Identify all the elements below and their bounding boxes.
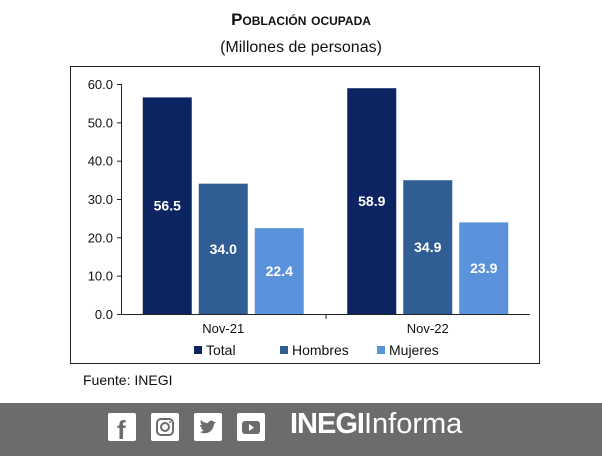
- data-label: 56.5: [154, 198, 181, 214]
- source-note: Fuente: INEGI: [83, 372, 173, 388]
- footer-bar: f INEGIInforma: [0, 403, 602, 456]
- bar-mujeres: [459, 222, 509, 314]
- bar-total: [347, 88, 397, 314]
- y-tick-label: 30.0: [88, 192, 113, 207]
- data-label: 23.9: [470, 260, 497, 276]
- legend-label: Total: [206, 342, 236, 358]
- legend-swatch: [194, 346, 202, 354]
- inegi-informa-logo: INEGIInforma: [290, 408, 463, 440]
- bar-mujeres: [254, 228, 304, 314]
- x-tick-label: Nov-21: [202, 321, 244, 336]
- bar-chart: 0.0 10.0 20.0 30.0 40.0 50.0 60.0 Nov-21 56.5 34.…: [70, 66, 540, 364]
- chart-frame: [70, 66, 540, 364]
- y-tick-label: 60.0: [88, 77, 113, 92]
- y-tick-label: 0.0: [95, 307, 113, 322]
- data-label: 34.0: [210, 241, 237, 257]
- legend-swatch: [280, 346, 288, 354]
- bar-hombres: [403, 180, 453, 314]
- chart-subtitle: (Millones de personas): [220, 39, 382, 56]
- bar-hombres: [198, 183, 248, 314]
- youtube-icon[interactable]: [237, 413, 265, 441]
- data-label: 22.4: [266, 263, 293, 279]
- instagram-icon[interactable]: [151, 413, 179, 441]
- twitter-icon[interactable]: [194, 413, 222, 441]
- data-label: 34.9: [414, 239, 441, 255]
- legend-label: Hombres: [292, 342, 349, 358]
- data-label: 58.9: [358, 193, 385, 209]
- x-tick-label: Nov-22: [407, 321, 449, 336]
- legend-label: Mujeres: [389, 342, 439, 358]
- chart-title: Población ocupada: [231, 10, 371, 29]
- svg-text:f: f: [117, 415, 126, 441]
- y-tick-label: 50.0: [88, 115, 113, 130]
- facebook-icon[interactable]: f: [108, 413, 136, 445]
- y-tick-label: 40.0: [88, 154, 113, 169]
- y-tick-label: 10.0: [88, 269, 113, 284]
- bar-total: [142, 97, 192, 315]
- y-tick-label: 20.0: [88, 230, 113, 245]
- legend-swatch: [377, 346, 385, 354]
